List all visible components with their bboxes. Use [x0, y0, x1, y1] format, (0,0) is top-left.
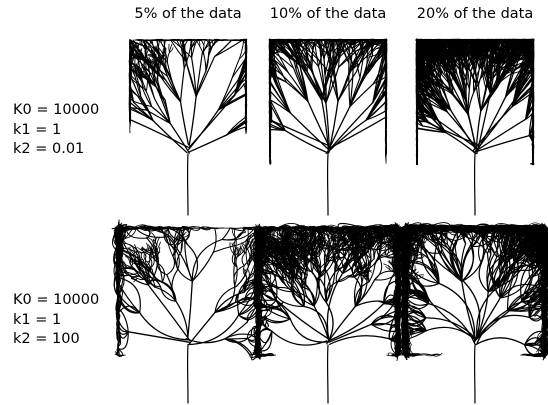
row-bottom-k2: k2 = 100	[13, 330, 99, 350]
tree-branch	[269, 127, 270, 128]
tree-branch	[149, 69, 150, 81]
tree-branch	[246, 131, 247, 132]
column-header-10-percent: 10% of the data	[253, 6, 403, 22]
row-label-top: K0 = 10000 k1 = 1 k2 = 0.01	[13, 101, 99, 160]
tree-branch	[153, 121, 187, 153]
row-bottom-k1: k1 = 1	[13, 311, 99, 331]
row-label-bottom: K0 = 10000 k1 = 1 k2 = 100	[13, 291, 99, 350]
tree-branch	[201, 40, 204, 45]
tree-branch	[285, 130, 328, 153]
row-top-k1: k1 = 1	[13, 121, 99, 141]
tree-branch	[189, 97, 196, 146]
row-bottom-k0: K0 = 10000	[13, 291, 99, 311]
tree-branch	[204, 40, 205, 45]
tree-branch	[167, 52, 169, 62]
tree-branch	[130, 101, 131, 104]
tree-branch	[239, 42, 243, 59]
tree-top-10-percent	[253, 32, 403, 217]
tree-branch	[232, 59, 239, 78]
tree-branch	[172, 40, 192, 58]
column-header-20-percent: 20% of the data	[400, 6, 548, 22]
tree-branch	[215, 40, 243, 57]
column-header-5-percent: 5% of the data	[113, 6, 263, 22]
tree-branch	[246, 40, 247, 42]
row-top-k2: k2 = 0.01	[13, 140, 99, 160]
tree-branch	[204, 55, 206, 71]
tree-branch	[218, 88, 237, 111]
tree-branch	[246, 93, 247, 106]
tree-branch	[181, 102, 189, 145]
row-top-k0: K0 = 10000	[13, 101, 99, 121]
tree-branch	[190, 135, 227, 152]
tree-branch	[130, 120, 188, 148]
tree-top-5-percent	[113, 32, 263, 217]
tree-branch	[181, 68, 185, 101]
tree-branch	[170, 123, 189, 153]
tree-branch	[146, 82, 147, 91]
tree-branch	[197, 40, 204, 41]
